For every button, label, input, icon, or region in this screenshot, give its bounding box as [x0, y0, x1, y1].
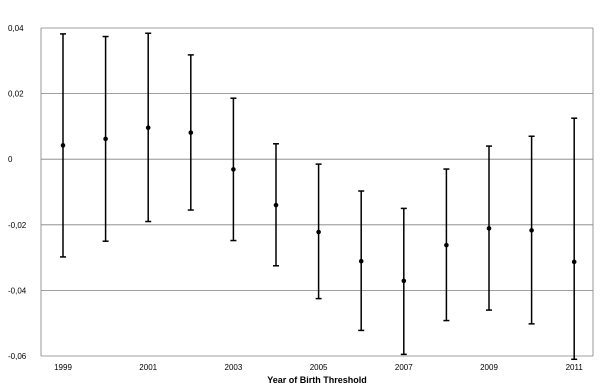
- error-bar-group: [486, 145, 492, 311]
- data-point: [358, 258, 364, 264]
- error-bar-group: [102, 35, 109, 242]
- y-tick-label: 0: [8, 155, 13, 164]
- y-tick-label: -0,02: [8, 221, 27, 230]
- data-point: [529, 228, 534, 233]
- y-tick-label: -0,04: [8, 286, 27, 295]
- data-point: [486, 226, 492, 231]
- x-tick-label: 2011: [566, 363, 584, 372]
- y-tick-label: 0,02: [8, 90, 24, 99]
- y-tick-label: 0,04: [8, 24, 24, 33]
- x-tick-label: 2003: [225, 363, 243, 372]
- error-bar-group: [528, 135, 535, 325]
- data-point: [571, 259, 577, 265]
- data-point: [444, 242, 449, 248]
- data-point: [103, 136, 108, 142]
- error-bar-group: [187, 54, 194, 211]
- y-tick-labels: -0,06 -0,04 -0,02 0 0,02 0,04: [8, 24, 27, 361]
- plot-area: [41, 28, 593, 356]
- y-tick-label: -0,06: [8, 352, 27, 361]
- data-point: [188, 130, 194, 135]
- data-point: [60, 143, 66, 148]
- error-bar-group: [358, 190, 365, 332]
- x-tick-label: 2009: [480, 363, 498, 372]
- error-bar-group: [443, 168, 450, 322]
- data-point: [231, 167, 236, 172]
- error-bar-group: [571, 117, 578, 361]
- data-point: [401, 278, 407, 284]
- x-tick-labels: 1999 2001 2003 2005 2007 2009 2011: [54, 363, 583, 372]
- data-series: [60, 32, 578, 361]
- data-point: [145, 125, 151, 131]
- error-bar-group: [315, 163, 322, 300]
- error-bar-group: [60, 33, 66, 258]
- data-point: [316, 229, 321, 235]
- data-point: [273, 202, 279, 208]
- x-tick-label: 2007: [395, 363, 413, 372]
- x-tick-label: 1999: [54, 363, 72, 372]
- x-tick-label: 2005: [310, 363, 328, 372]
- error-bar-group: [230, 97, 237, 242]
- x-axis-title: Year of Birth Threshold: [267, 375, 367, 385]
- grid-lines: [41, 27, 593, 291]
- axes: [40, 28, 594, 357]
- error-bar-group: [400, 207, 407, 356]
- error-bar-group: [273, 143, 279, 267]
- x-tick-label: 2001: [139, 363, 157, 372]
- error-bar-group: [145, 32, 152, 223]
